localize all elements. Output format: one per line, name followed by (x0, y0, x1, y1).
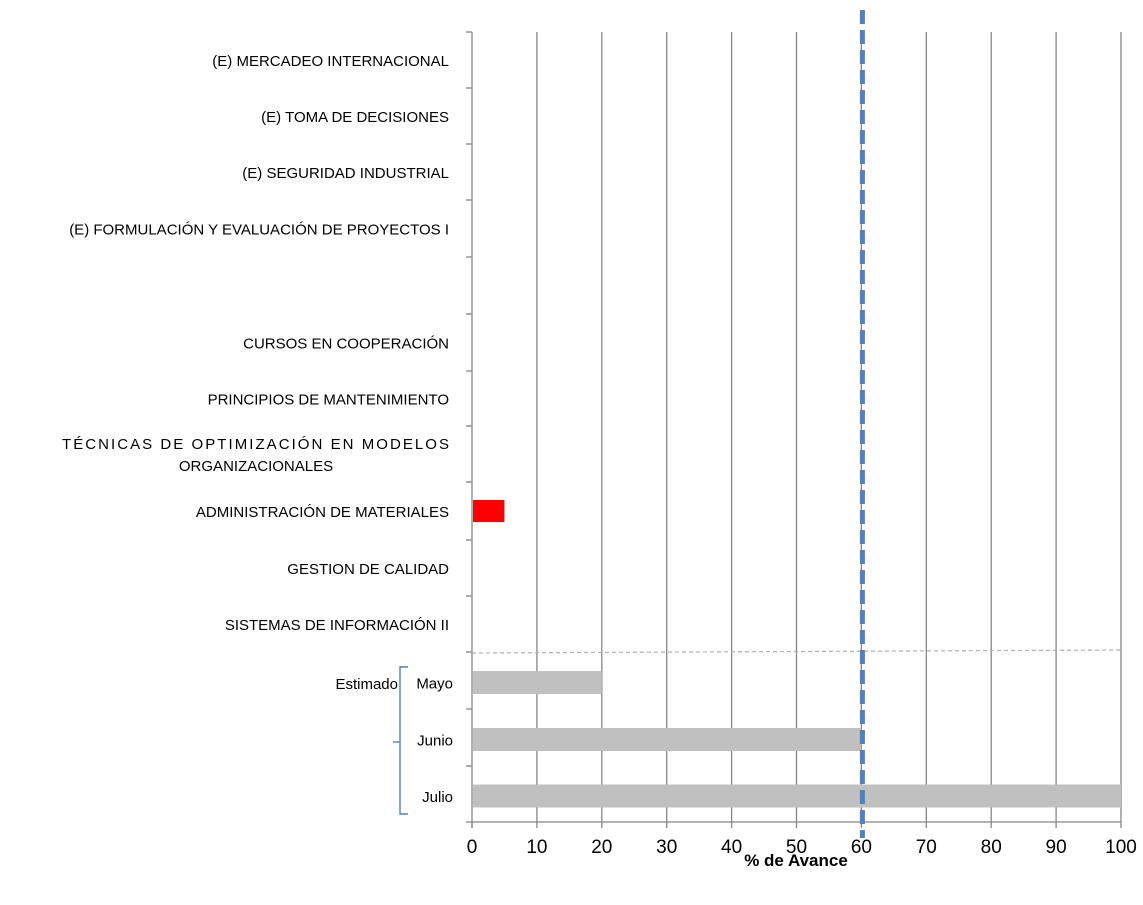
x-tick-label-90: 90 (1046, 837, 1067, 858)
bar-layer (473, 500, 1121, 808)
bar-12 (473, 728, 862, 751)
y-label-1: (E) TOMA DE DECISIONES (261, 109, 449, 126)
x-tick-label-50: 50 (786, 837, 807, 858)
x-tick-label-0: 0 (467, 837, 478, 858)
estimated-separator (471, 649, 1122, 654)
estimated-group-label: Estimado (335, 676, 398, 693)
y-label-6: PRINCIPIOS DE MANTENIMIENTO (208, 392, 449, 409)
y-label-0: (E) MERCADEO INTERNACIONAL (212, 53, 449, 70)
x-axis-title: % de Avance (744, 851, 848, 870)
y-label-5: CURSOS EN COOPERACIÓN (243, 336, 449, 353)
bar-13 (473, 784, 1121, 808)
y-label-11: Mayo (416, 676, 453, 693)
x-tick-label-80: 80 (981, 837, 1002, 858)
label-layer: (E) MERCADEO INTERNACIONAL (E) TOMA DE DE… (62, 53, 453, 815)
x-tick-label-60: 60 (851, 837, 872, 858)
x-tick-label-30: 30 (656, 837, 677, 858)
x-tick-label-40: 40 (721, 837, 742, 858)
x-tick-label-100: 100 (1105, 837, 1137, 858)
y-label-9: GESTION DE CALIDAD (287, 561, 449, 578)
x-tick-label-10: 10 (526, 837, 547, 858)
y-label-8: ADMINISTRACIÓN DE MATERIALES (196, 504, 449, 521)
y-label-13: Julio (422, 789, 453, 806)
y-label-2: (E) SEGURIDAD INDUSTRIAL (242, 165, 449, 182)
y-label-3: (E) FORMULACIÓN Y EVALUACIÓN DE PROYECTO… (69, 222, 449, 239)
x-tick-label-20: 20 (591, 837, 612, 858)
bar-8 (473, 500, 505, 522)
y-label-7-line2: ORGANIZACIONALES (179, 458, 333, 475)
y-label-10: SISTEMAS DE INFORMACIÓN II (225, 617, 449, 634)
axis-layer: 0 10 20 30 40 50 60 70 80 90 100 (466, 31, 1137, 858)
grid-layer (536, 32, 1122, 822)
x-tick-label-70: 70 (916, 837, 937, 858)
bar-11 (473, 671, 602, 694)
y-label-12: Junio (417, 733, 453, 750)
y-label-7-line1: TÉCNICAS DE OPTIMIZACIÓN EN MODELOS (62, 436, 449, 453)
estimated-bracket (399, 666, 408, 815)
